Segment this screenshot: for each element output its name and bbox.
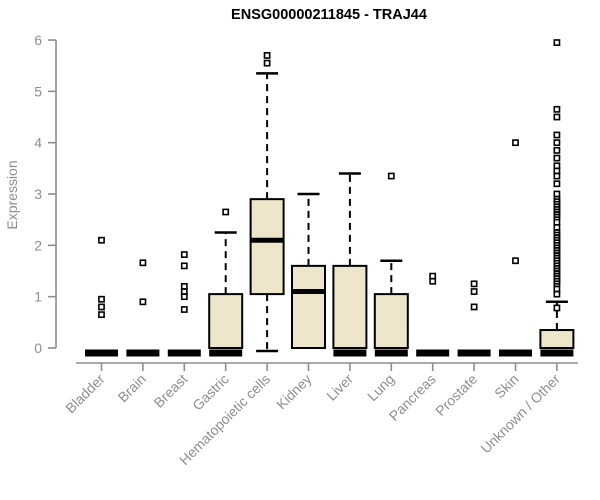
box-group-hematopoietic-cells — [249, 52, 285, 353]
outlier-point — [470, 303, 478, 311]
outlier-point — [553, 113, 561, 121]
box-group-prostate — [457, 280, 491, 357]
outlier-point — [180, 262, 188, 270]
outlier-point — [139, 298, 147, 306]
outlier-point — [180, 283, 188, 290]
y-tick-label: 0 — [34, 340, 42, 356]
box-group-lung — [373, 172, 409, 357]
median-line — [333, 349, 367, 357]
outlier-point — [98, 236, 105, 244]
y-tick-label: 2 — [34, 237, 42, 253]
box-group-liver — [332, 172, 368, 357]
median-line — [374, 349, 408, 357]
outlier-point — [387, 172, 395, 180]
outlier-point — [263, 59, 271, 67]
box-group-breast — [167, 251, 201, 357]
median-line — [209, 349, 243, 357]
y-axis-label: Expression — [4, 160, 20, 229]
zero-bar — [167, 349, 201, 357]
x-category-label-skin: Skin — [491, 371, 522, 402]
x-category-label-prostate: Prostate — [432, 371, 480, 419]
outlier-point — [553, 39, 561, 46]
chart-title: ENSG00000211845 - TRAJ44 — [231, 7, 427, 23]
outlier-point — [470, 288, 478, 295]
y-tick-label: 1 — [34, 289, 42, 305]
y-tick-label: 5 — [34, 83, 42, 99]
x-category-label-kidney: Kidney — [273, 371, 315, 413]
box-group-brain — [126, 259, 160, 357]
box-rect — [208, 293, 244, 349]
zero-bar — [416, 349, 450, 357]
box-group-skin — [499, 139, 532, 357]
y-tick-label: 4 — [34, 135, 42, 151]
outlier-point — [263, 52, 271, 59]
box-rect — [539, 329, 575, 349]
box-rect — [291, 264, 326, 350]
x-category-label-breast: Breast — [150, 371, 190, 411]
x-category-label-lung: Lung — [364, 371, 397, 404]
outlier-point — [553, 180, 561, 188]
y-tick-label: 6 — [34, 32, 42, 48]
box-group-unknown-other — [539, 39, 575, 357]
outlier-point — [180, 251, 188, 258]
outlier-point — [553, 304, 561, 312]
outlier-point — [553, 139, 561, 147]
x-category-label-liver: Liver — [323, 371, 356, 404]
box-rect — [373, 293, 409, 349]
outlier-point — [553, 154, 561, 162]
box-group-bladder — [85, 236, 118, 357]
y-tick-label: 3 — [34, 186, 42, 202]
outlier-point — [512, 139, 519, 147]
outlier-point — [553, 131, 561, 139]
outlier-point — [98, 295, 105, 303]
x-category-label-unknown-other: Unknown / Other — [477, 371, 563, 457]
outlier-point — [98, 303, 105, 311]
box-rect — [249, 198, 285, 296]
outlier-point — [222, 208, 230, 216]
box-group-gastric — [208, 208, 244, 357]
outlier-point — [139, 259, 147, 267]
outlier-point — [429, 272, 437, 280]
zero-bar — [126, 349, 160, 357]
zero-bar — [499, 349, 532, 357]
box-group-pancreas — [416, 272, 450, 357]
outlier-point — [553, 190, 561, 198]
outlier-point — [98, 311, 105, 319]
x-category-label-brain: Brain — [115, 371, 149, 405]
zero-bar — [85, 349, 118, 357]
box-rect — [332, 264, 368, 350]
outlier-point — [553, 105, 561, 113]
zero-bar — [457, 349, 491, 357]
median-line — [540, 349, 574, 357]
x-category-label-bladder: Bladder — [62, 371, 108, 417]
outlier-point — [553, 146, 561, 154]
outlier-point — [512, 257, 519, 265]
outlier-point — [553, 162, 561, 170]
outlier-point — [470, 280, 478, 288]
box-group-kidney — [291, 192, 326, 350]
outlier-point — [180, 306, 188, 313]
